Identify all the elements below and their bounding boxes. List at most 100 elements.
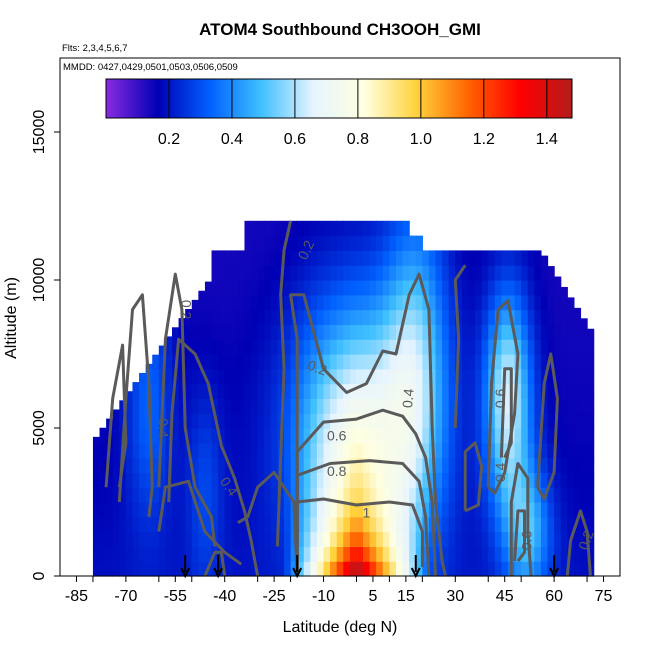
heatmap-cell <box>442 294 450 311</box>
heatmap-cell <box>376 383 384 399</box>
heatmap-cell <box>560 531 568 547</box>
heatmap-cell <box>573 383 582 399</box>
heatmap-cell <box>284 294 292 311</box>
heatmap-cell <box>112 487 120 503</box>
heatmap-cell <box>251 294 259 311</box>
heatmap-cell <box>580 413 588 429</box>
heatmap-cell <box>323 294 331 311</box>
heatmap-cell <box>573 413 582 429</box>
heatmap-cell <box>231 368 239 385</box>
heatmap-cell <box>481 354 489 370</box>
heatmap-cell <box>284 561 292 577</box>
heatmap-cell <box>376 428 384 444</box>
heatmap-cell <box>409 368 417 385</box>
heatmap-cell <box>481 250 489 266</box>
contour-line <box>157 479 243 566</box>
heatmap-cell <box>369 324 377 340</box>
heatmap-cell <box>455 546 463 562</box>
heatmap-cell <box>514 413 522 429</box>
heatmap-cell <box>580 442 588 459</box>
heatmap-cell <box>573 309 582 325</box>
heatmap-cell <box>284 280 292 296</box>
heatmap-cell <box>494 546 503 562</box>
heatmap-cell <box>481 531 489 547</box>
heatmap-cell <box>204 324 213 340</box>
heatmap-cell <box>363 428 371 444</box>
heatmap-cell <box>468 428 476 444</box>
heatmap-cell <box>310 457 318 473</box>
heatmap-cell <box>481 487 489 503</box>
heatmap-cell <box>442 561 450 577</box>
heatmap-cell <box>284 265 292 281</box>
heatmap-cell <box>540 280 549 296</box>
heatmap-cell <box>475 561 483 577</box>
heatmap-cell <box>508 442 516 459</box>
heatmap-cell <box>323 250 331 266</box>
heatmap-cell <box>573 398 582 414</box>
heatmap-cell <box>251 531 259 547</box>
heatmap-cell <box>270 457 279 473</box>
heatmap-cell <box>521 383 529 399</box>
heatmap-cell <box>204 398 213 414</box>
heatmap-cell <box>303 383 311 399</box>
heatmap-cell <box>204 531 213 547</box>
heatmap-cell <box>303 487 311 503</box>
heatmap-cell <box>277 546 285 562</box>
heatmap-cell <box>139 372 147 385</box>
heatmap-cell <box>297 250 305 266</box>
heatmap-cell <box>270 309 279 325</box>
heatmap-cell <box>172 472 180 488</box>
heatmap-cell <box>330 235 338 251</box>
heatmap-cell <box>587 368 595 385</box>
heatmap-cell <box>501 280 509 296</box>
heatmap-cell <box>396 368 404 385</box>
heatmap-cell <box>435 546 443 562</box>
heatmap-cell <box>461 398 470 414</box>
heatmap-cell <box>534 442 542 459</box>
heatmap-cell <box>112 472 120 488</box>
heatmap-cell <box>554 531 562 547</box>
heatmap-cell <box>284 339 292 355</box>
heatmap-cell <box>560 413 568 429</box>
heatmap-cell <box>514 546 522 562</box>
heatmap-cell <box>231 250 239 266</box>
heatmap-cell <box>251 309 259 325</box>
heatmap-cell <box>257 235 265 251</box>
heatmap-cell <box>448 472 456 488</box>
heatmap-cell <box>415 339 423 355</box>
heatmap-cell <box>580 487 588 503</box>
contour-label: 0.6 <box>518 531 534 551</box>
heatmap-cell <box>540 324 549 340</box>
heatmap-cell <box>356 561 364 577</box>
heatmap-cell <box>303 502 311 518</box>
heatmap-cell <box>422 339 430 355</box>
heatmap-cell <box>165 383 173 399</box>
heatmap-cell <box>422 398 430 414</box>
heatmap-cell <box>547 294 555 311</box>
heatmap-cell <box>310 339 318 355</box>
heatmap-cell <box>297 531 305 547</box>
heatmap-cell <box>125 428 134 444</box>
heatmap-cell <box>132 487 140 503</box>
heatmap-cell <box>336 502 344 518</box>
heatmap-cell <box>376 309 384 325</box>
heatmap-cell <box>165 502 173 518</box>
heatmap-cell <box>99 427 107 429</box>
heatmap-cell <box>224 487 232 503</box>
heatmap-cell <box>264 516 272 533</box>
heatmap-cell <box>185 502 193 518</box>
heatmap-cell <box>297 546 305 562</box>
heatmap-cell <box>363 487 371 503</box>
heatmap-cell <box>237 561 246 577</box>
heatmap-cell <box>415 428 423 444</box>
heatmap-cell <box>514 383 522 399</box>
heatmap-cell <box>396 398 404 414</box>
heatmap-cell <box>415 546 423 562</box>
heatmap-cell <box>573 472 582 488</box>
heatmap-cell <box>468 398 476 414</box>
heatmap-cell <box>376 516 384 533</box>
heatmap-cell <box>204 487 213 503</box>
heatmap-cell <box>349 235 358 251</box>
heatmap-cell <box>382 368 391 385</box>
heatmap-cell <box>422 265 430 281</box>
